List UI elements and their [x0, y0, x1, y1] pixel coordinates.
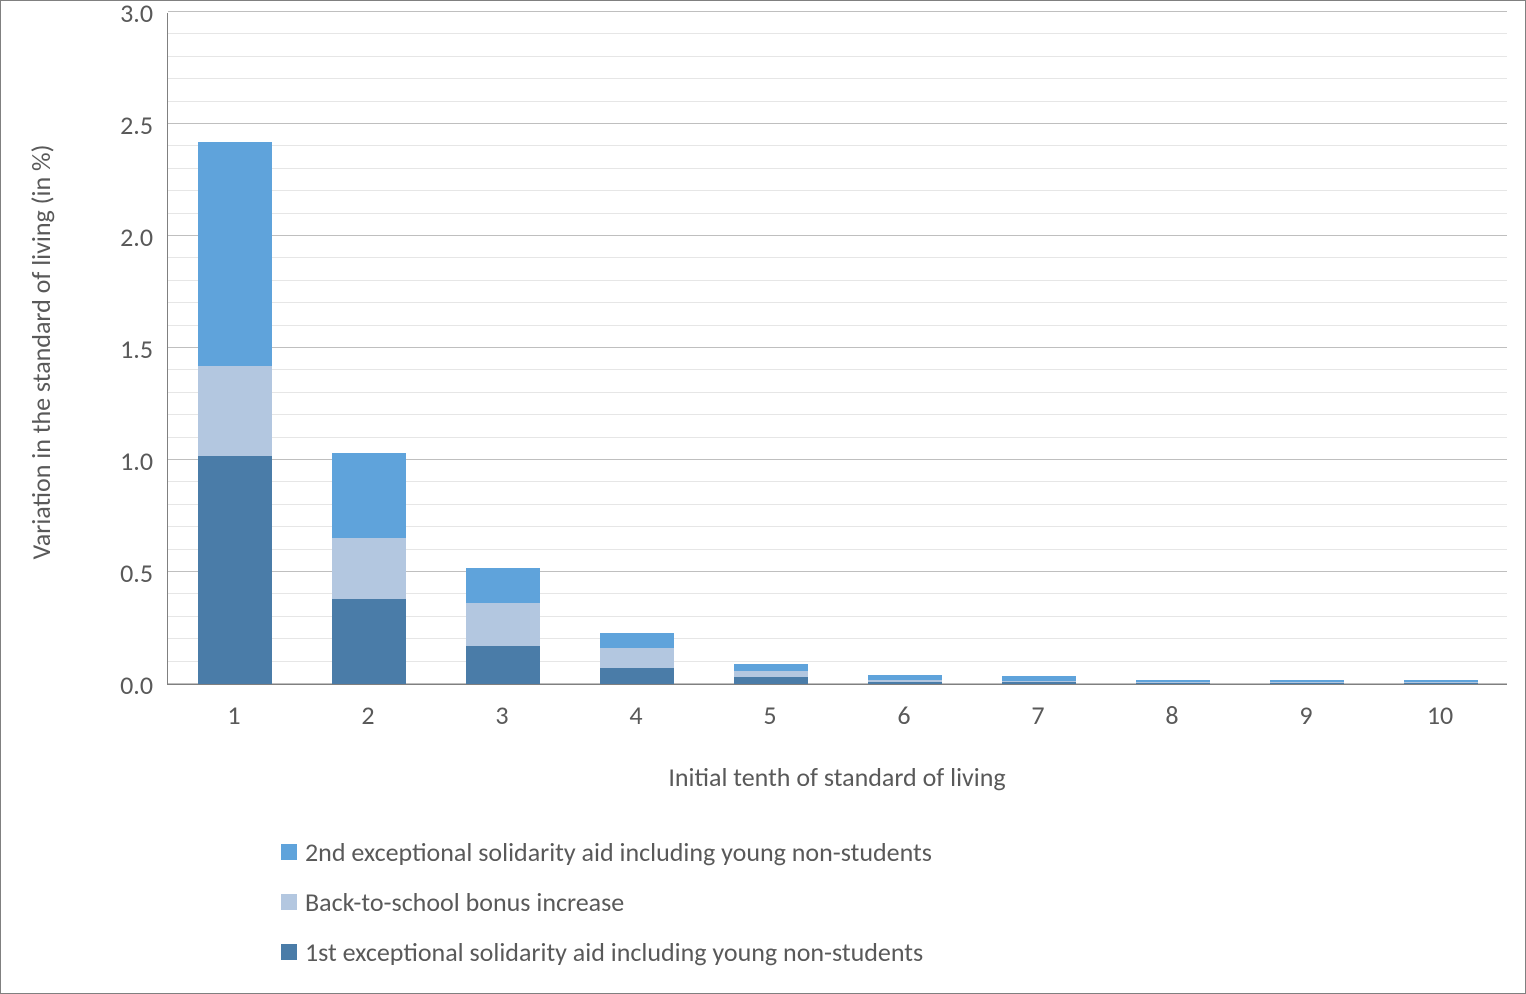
bar-stack [466, 568, 540, 684]
gridline-minor [168, 369, 1507, 370]
bar-stack [868, 675, 942, 684]
bar-stack [1136, 680, 1210, 684]
gridline-minor [168, 437, 1507, 438]
bar-segment [734, 677, 808, 684]
x-tick-label: 3 [495, 699, 508, 731]
legend-label: 2nd exceptional solidarity aid including… [305, 836, 932, 868]
legend-swatch [281, 894, 297, 910]
bar-segment [600, 668, 674, 684]
bar-stack [198, 142, 272, 684]
x-tick-label: 10 [1427, 699, 1453, 731]
gridline-minor [168, 101, 1507, 102]
bar-segment [1270, 683, 1344, 684]
gridline-minor [168, 213, 1507, 214]
x-tick-label: 2 [361, 699, 374, 731]
bar-segment [198, 366, 272, 456]
y-tick-label: 1.5 [1, 333, 153, 365]
gridline-major [168, 235, 1507, 236]
bar-stack [734, 664, 808, 684]
bar-segment [1404, 683, 1478, 684]
bar-stack [1002, 676, 1076, 684]
y-tick-label: 0.5 [1, 557, 153, 589]
y-tick-label: 2.5 [1, 109, 153, 141]
bar-stack [600, 633, 674, 685]
gridline-minor [168, 257, 1507, 258]
bar-segment [600, 633, 674, 649]
bar-stack [332, 453, 406, 684]
y-tick-label: 2.0 [1, 221, 153, 253]
y-tick-label: 0.0 [1, 669, 153, 701]
bar-segment [198, 456, 272, 684]
x-tick-label: 6 [897, 699, 910, 731]
gridline-minor [168, 145, 1507, 146]
legend-swatch [281, 844, 297, 860]
gridline-minor [168, 168, 1507, 169]
chart-container: 0.0 0.5 1.0 1.5 2.0 2.5 3.0 1 2 3 4 5 6 7 8 9 10 Variat… [0, 0, 1526, 994]
gridline-minor [168, 56, 1507, 57]
gridline-minor [168, 392, 1507, 393]
gridline-major [168, 123, 1507, 124]
x-axis-title: Initial tenth of standard of living [167, 761, 1507, 793]
bar-segment [466, 603, 540, 646]
bar-segment [466, 568, 540, 604]
bar-segment [734, 664, 808, 671]
bar-segment [600, 648, 674, 668]
x-tick-label: 7 [1031, 699, 1044, 731]
legend-item: 1st exceptional solidarity aid including… [281, 927, 932, 977]
legend-label: 1st exceptional solidarity aid including… [305, 936, 923, 968]
y-axis-title: Variation in the standard of living (in … [25, 52, 57, 652]
legend: 2nd exceptional solidarity aid including… [281, 827, 932, 977]
legend-swatch [281, 944, 297, 960]
x-tick-label: 8 [1165, 699, 1178, 731]
gridline-major [168, 11, 1507, 12]
gridline-minor [168, 33, 1507, 34]
bar-segment [332, 453, 406, 538]
bar-segment [332, 599, 406, 684]
gridline-minor [168, 190, 1507, 191]
bar-stack [1404, 680, 1478, 684]
gridline-minor [168, 302, 1507, 303]
bar-segment [466, 646, 540, 684]
bar-stack [1270, 680, 1344, 684]
x-tick-label: 1 [227, 699, 240, 731]
y-tick-label: 1.0 [1, 445, 153, 477]
x-tick-label: 5 [763, 699, 776, 731]
legend-label: Back-to-school bonus increase [305, 886, 624, 918]
x-tick-label: 9 [1299, 699, 1312, 731]
bar-segment [868, 682, 942, 684]
bar-segment [1136, 683, 1210, 684]
legend-item: 2nd exceptional solidarity aid including… [281, 827, 932, 877]
gridline-major [168, 347, 1507, 348]
plot-area [167, 13, 1507, 685]
bar-segment [198, 142, 272, 366]
bar-segment [734, 671, 808, 678]
bar-segment [332, 538, 406, 598]
gridline-minor [168, 78, 1507, 79]
gridline-minor [168, 325, 1507, 326]
gridline-minor [168, 280, 1507, 281]
x-tick-label: 4 [629, 699, 642, 731]
gridline-minor [168, 414, 1507, 415]
legend-item: Back-to-school bonus increase [281, 877, 932, 927]
y-tick-label: 3.0 [1, 0, 153, 29]
bar-segment [1002, 682, 1076, 684]
